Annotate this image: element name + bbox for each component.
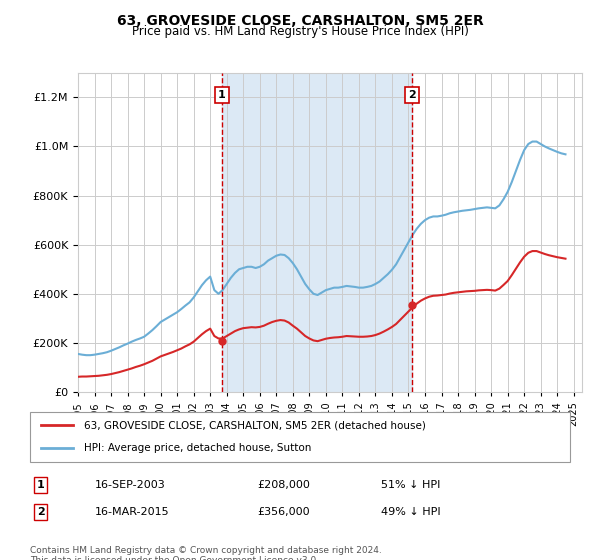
- Text: 49% ↓ HPI: 49% ↓ HPI: [381, 507, 440, 517]
- Text: 2: 2: [37, 507, 44, 517]
- Text: HPI: Average price, detached house, Sutton: HPI: Average price, detached house, Sutt…: [84, 444, 311, 454]
- Text: 16-SEP-2003: 16-SEP-2003: [95, 480, 166, 490]
- Bar: [222, 73, 412, 392]
- Text: 16-MAR-2015: 16-MAR-2015: [95, 507, 169, 517]
- Text: 51% ↓ HPI: 51% ↓ HPI: [381, 480, 440, 490]
- Text: Contains HM Land Registry data © Crown copyright and database right 2024.
This d: Contains HM Land Registry data © Crown c…: [30, 546, 382, 560]
- Text: £356,000: £356,000: [257, 507, 310, 517]
- Text: 1: 1: [37, 480, 44, 490]
- FancyBboxPatch shape: [30, 412, 570, 462]
- Text: £208,000: £208,000: [257, 480, 310, 490]
- Text: 63, GROVESIDE CLOSE, CARSHALTON, SM5 2ER (detached house): 63, GROVESIDE CLOSE, CARSHALTON, SM5 2ER…: [84, 420, 426, 430]
- Text: 63, GROVESIDE CLOSE, CARSHALTON, SM5 2ER: 63, GROVESIDE CLOSE, CARSHALTON, SM5 2ER: [116, 14, 484, 28]
- Text: 1: 1: [218, 90, 226, 100]
- Text: Price paid vs. HM Land Registry's House Price Index (HPI): Price paid vs. HM Land Registry's House …: [131, 25, 469, 38]
- Text: 2: 2: [408, 90, 416, 100]
